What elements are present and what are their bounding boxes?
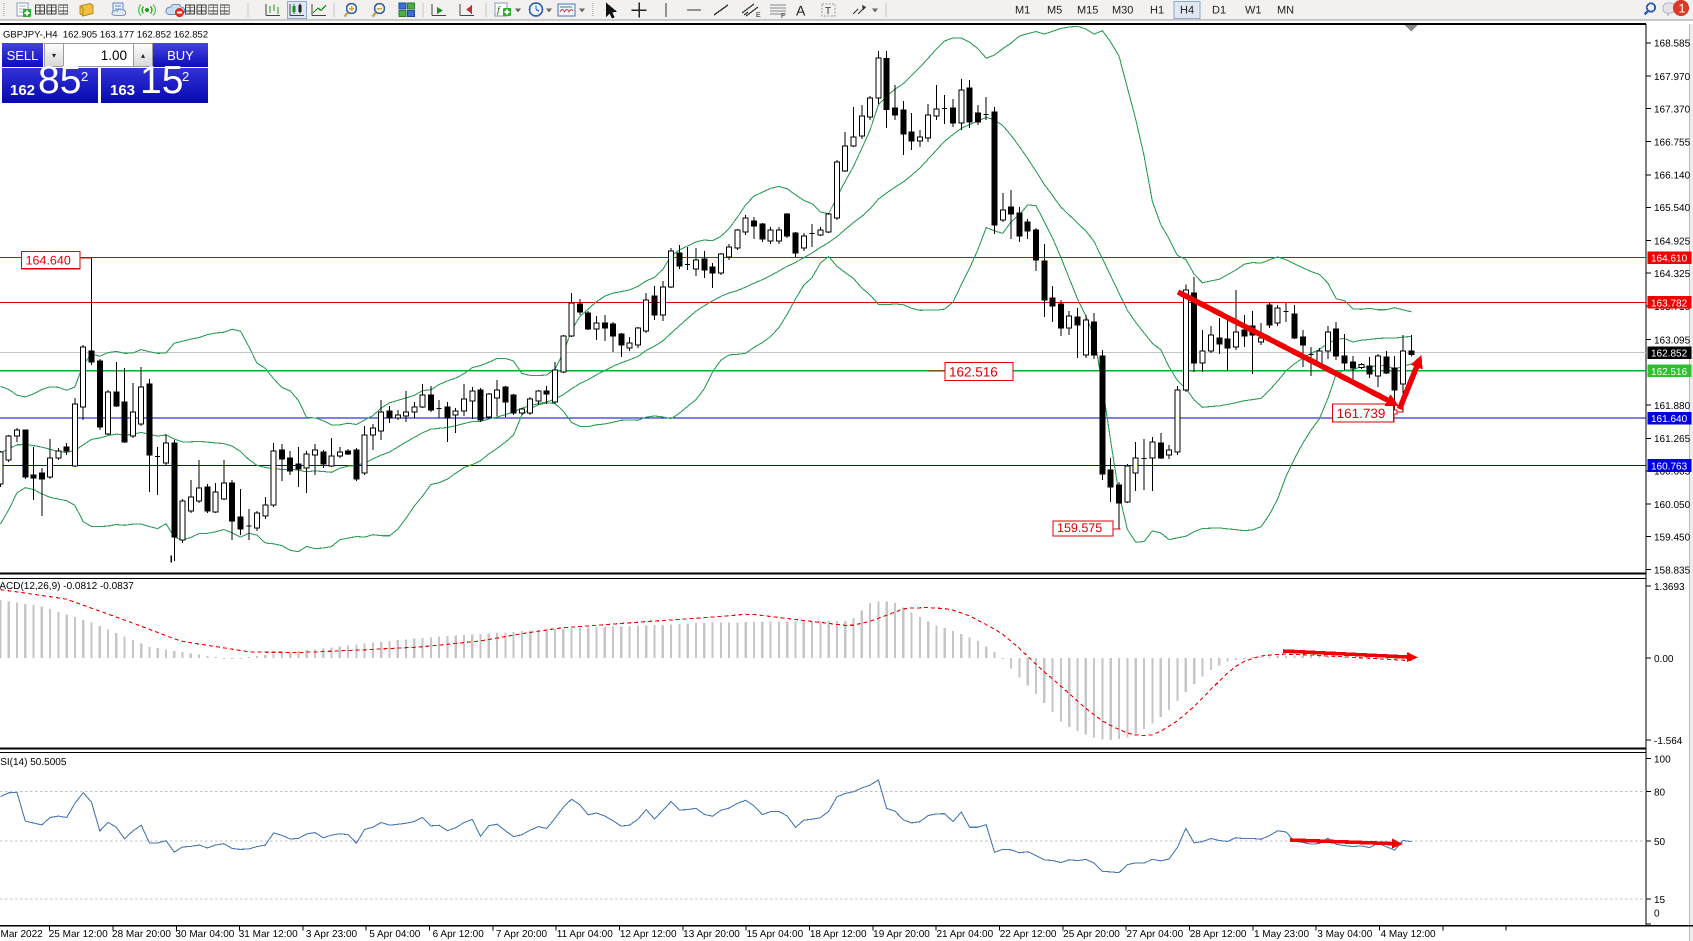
svg-text:80: 80 xyxy=(1654,787,1666,798)
svg-text:161.880: 161.880 xyxy=(1654,401,1691,412)
svg-text:50: 50 xyxy=(1654,837,1666,848)
svg-text:25 Mar 12:00: 25 Mar 12:00 xyxy=(49,929,108,940)
svg-text:160.050: 160.050 xyxy=(1654,500,1691,511)
svg-text:13 Apr 20:00: 13 Apr 20:00 xyxy=(683,929,740,940)
svg-text:19 Apr 20:00: 19 Apr 20:00 xyxy=(873,929,930,940)
svg-text:28 Mar 20:00: 28 Mar 20:00 xyxy=(112,929,171,940)
svg-text:27 Apr 04:00: 27 Apr 04:00 xyxy=(1126,929,1183,940)
svg-text:21 Apr 04:00: 21 Apr 04:00 xyxy=(936,929,993,940)
svg-text:MACD(12,26,9) -0.0812 -0.0837: MACD(12,26,9) -0.0812 -0.0837 xyxy=(0,581,134,592)
svg-text:164.925: 164.925 xyxy=(1654,236,1691,247)
svg-text:7 Apr 20:00: 7 Apr 20:00 xyxy=(496,929,548,940)
svg-text:168.585: 168.585 xyxy=(1654,39,1691,50)
svg-text:162.516: 162.516 xyxy=(1651,367,1688,378)
svg-text:163.095: 163.095 xyxy=(1654,335,1691,346)
svg-text:M5: M5 xyxy=(1047,5,1062,17)
svg-text:A: A xyxy=(796,3,806,19)
svg-text:H1: H1 xyxy=(1150,5,1164,17)
svg-text:4 May 12:00: 4 May 12:00 xyxy=(1381,929,1436,940)
svg-text:161.640: 161.640 xyxy=(1651,414,1688,425)
svg-text:22 Apr 12:00: 22 Apr 12:00 xyxy=(1000,929,1057,940)
svg-text:M15: M15 xyxy=(1077,5,1098,17)
svg-text:164.325: 164.325 xyxy=(1654,269,1691,280)
svg-text:167.970: 167.970 xyxy=(1654,72,1691,83)
svg-text:31 Mar 12:00: 31 Mar 12:00 xyxy=(239,929,298,940)
svg-text:162.516: 162.516 xyxy=(949,364,998,379)
svg-text:165.540: 165.540 xyxy=(1654,203,1691,214)
svg-text:30 Mar 04:00: 30 Mar 04:00 xyxy=(175,929,234,940)
svg-text:0: 0 xyxy=(1654,908,1660,919)
svg-text:GBPJPY-,H4 162.905 163.177 16: GBPJPY-,H4 162.905 163.177 162.852 162.8… xyxy=(3,30,208,41)
svg-text:-1.564: -1.564 xyxy=(1654,736,1683,747)
svg-text:M1: M1 xyxy=(1015,5,1030,17)
svg-text:161.265: 161.265 xyxy=(1654,434,1691,445)
svg-text:100: 100 xyxy=(1654,754,1671,765)
svg-text:3 May 04:00: 3 May 04:00 xyxy=(1317,929,1372,940)
svg-text:f: f xyxy=(497,5,501,16)
svg-text:18 Apr 12:00: 18 Apr 12:00 xyxy=(810,929,867,940)
svg-text:0.00: 0.00 xyxy=(1654,654,1674,665)
svg-text:161.739: 161.739 xyxy=(1337,406,1386,421)
svg-text:160.763: 160.763 xyxy=(1651,462,1688,473)
svg-text:T: T xyxy=(825,6,831,17)
svg-text:167.370: 167.370 xyxy=(1654,104,1691,115)
svg-text:166.140: 166.140 xyxy=(1654,171,1691,182)
svg-text:M30: M30 xyxy=(1112,5,1133,17)
svg-text:1: 1 xyxy=(1679,2,1686,16)
svg-text:1.3693: 1.3693 xyxy=(1654,582,1685,593)
svg-text:25 Apr 20:00: 25 Apr 20:00 xyxy=(1063,929,1120,940)
svg-text:6 Apr 12:00: 6 Apr 12:00 xyxy=(433,929,485,940)
svg-text:F: F xyxy=(781,13,785,20)
svg-text:15: 15 xyxy=(1654,895,1666,906)
svg-text:159.450: 159.450 xyxy=(1654,532,1691,543)
svg-text:5 Apr 04:00: 5 Apr 04:00 xyxy=(369,929,421,940)
svg-text:164.610: 164.610 xyxy=(1651,254,1688,265)
svg-text:166.755: 166.755 xyxy=(1654,138,1691,149)
svg-text:164.640: 164.640 xyxy=(26,254,71,268)
svg-text:15 Apr 04:00: 15 Apr 04:00 xyxy=(746,929,803,940)
svg-text:E: E xyxy=(756,12,761,19)
svg-text:160.665: 160.665 xyxy=(1654,467,1691,478)
svg-text:D1: D1 xyxy=(1212,5,1226,17)
svg-text:11 Apr 04:00: 11 Apr 04:00 xyxy=(557,929,613,940)
svg-text:12 Apr 12:00: 12 Apr 12:00 xyxy=(620,929,677,940)
svg-text:RSI(14) 50.5005: RSI(14) 50.5005 xyxy=(0,757,67,768)
svg-text:159.575: 159.575 xyxy=(1057,521,1102,535)
svg-text:3 Apr 23:00: 3 Apr 23:00 xyxy=(306,929,358,940)
svg-text:H4: H4 xyxy=(1180,5,1194,17)
svg-text:W1: W1 xyxy=(1245,5,1262,17)
svg-text:162.852: 162.852 xyxy=(1651,349,1688,360)
svg-text:1 May 23:00: 1 May 23:00 xyxy=(1254,929,1309,940)
svg-text:28 Apr 12:00: 28 Apr 12:00 xyxy=(1190,929,1247,940)
svg-text:163.782: 163.782 xyxy=(1651,298,1688,309)
svg-text:158.835: 158.835 xyxy=(1654,566,1691,577)
svg-text:Mar 2022: Mar 2022 xyxy=(1,929,44,940)
svg-text:MN: MN xyxy=(1277,5,1294,17)
